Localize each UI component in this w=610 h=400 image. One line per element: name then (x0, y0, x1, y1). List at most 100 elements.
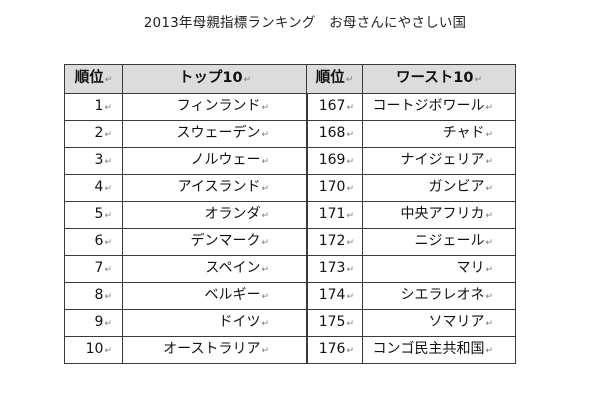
return-mark: ↵ (485, 238, 493, 248)
table-row: 2↵ スウェーデン↵ (64, 120, 308, 148)
return-mark: ↵ (485, 346, 493, 356)
return-mark: ↵ (104, 292, 112, 302)
country-cell-text: ニジェール (414, 233, 485, 249)
return-mark: ↵ (104, 211, 112, 221)
country-cell: ソマリア↵ (362, 309, 516, 337)
return-mark: ↵ (346, 157, 354, 167)
rank-cell: 167↵ (306, 93, 363, 121)
country-cell-text: ガンビア (428, 179, 485, 195)
country-cell-text: ベルギー (204, 287, 261, 303)
rank-cell: 2↵ (64, 120, 123, 148)
country-cell: チャド↵ (362, 120, 516, 148)
rank-cell: 168↵ (306, 120, 363, 148)
country-cell: ナイジェリア↵ (362, 147, 516, 175)
country-cell-text: 中央アフリカ (400, 206, 485, 222)
country-cell: ニジェール↵ (362, 228, 516, 256)
country-cell-text: スウェーデン (176, 125, 261, 141)
return-mark: ↵ (485, 130, 493, 140)
worst10-header: ワースト10↵ (362, 64, 516, 94)
return-mark: ↵ (485, 157, 493, 167)
country-cell-text: デンマーク (190, 233, 261, 249)
country-cell: アイスランド↵ (122, 174, 308, 202)
table-row: 6↵ デンマーク↵ (64, 228, 308, 256)
country-cell-text: ノルウェー (190, 152, 261, 168)
table-row: 5↵ オランダ↵ (64, 201, 308, 229)
return-mark: ↵ (261, 130, 269, 140)
return-mark: ↵ (104, 184, 112, 194)
return-mark: ↵ (346, 346, 354, 356)
country-cell-text: マリ (456, 260, 485, 276)
return-mark: ↵ (485, 184, 493, 194)
return-mark: ↵ (346, 103, 354, 113)
rank-cell-text: 2 (94, 125, 104, 141)
rank-cell-text: 174 (318, 287, 346, 303)
return-mark: ↵ (104, 157, 112, 167)
country-cell-text: ソマリア (428, 314, 485, 330)
rank-cell: 10↵ (64, 336, 123, 364)
return-mark: ↵ (261, 238, 269, 248)
return-mark: ↵ (346, 211, 354, 221)
return-mark: ↵ (261, 103, 269, 113)
table-row: 4↵ アイスランド↵ (64, 174, 308, 202)
country-cell-text: シエラレオネ (400, 287, 485, 303)
return-mark: ↵ (485, 319, 493, 329)
rank-cell-text: 3 (94, 152, 104, 168)
top10-table: 順位↵ トップ10↵ 1↵ フィンランド↵ 2↵ スウェーデン↵ 3↵ ノルウェー↵ 4↵ ア… (64, 64, 308, 364)
country-cell: コンゴ民主共和国↵ (362, 336, 516, 364)
worst10-table: 順位↵ ワースト10↵ 167↵ コートジボワール↵ 168↵ チャド↵ 169↵ ナイジ… (306, 64, 516, 364)
return-mark: ↵ (346, 184, 354, 194)
return-mark: ↵ (485, 103, 493, 113)
table-row: 9↵ ドイツ↵ (64, 309, 308, 337)
country-cell: オーストラリア↵ (122, 336, 308, 364)
rank-cell: 3↵ (64, 147, 123, 175)
country-cell: ガンビア↵ (362, 174, 516, 202)
country-cell: スペイン↵ (122, 255, 308, 283)
return-mark: ↵ (485, 265, 493, 275)
rank-cell: 6↵ (64, 228, 123, 256)
table-row: 170↵ ガンビア↵ (306, 174, 516, 202)
country-cell-text: アイスランド (177, 179, 261, 195)
country-cell: 中央アフリカ↵ (362, 201, 516, 229)
rank-header: 順位↵ (64, 64, 123, 94)
rank-cell: 175↵ (306, 309, 363, 337)
table-row: 8↵ ベルギー↵ (64, 282, 308, 310)
rank-cell: 176↵ (306, 336, 363, 364)
return-mark: ↵ (261, 265, 269, 275)
rank-cell: 5↵ (64, 201, 123, 229)
country-cell-text: ドイツ (218, 314, 261, 330)
country-cell: スウェーデン↵ (122, 120, 308, 148)
return-mark: ↵ (346, 292, 354, 302)
country-cell-text: ナイジェリア (400, 152, 485, 168)
country-cell-text: フィンランド (176, 98, 261, 114)
header-row: 順位↵ トップ10↵ (64, 64, 308, 94)
country-cell-text: コンゴ民主共和国 (372, 341, 485, 357)
rank-cell-text: 5 (94, 206, 104, 222)
return-mark: ↵ (261, 184, 269, 194)
country-cell-text: オランダ (204, 206, 261, 222)
rank-cell: 170↵ (306, 174, 363, 202)
table-row: 1↵ フィンランド↵ (64, 93, 308, 121)
rank-cell-text: 167 (318, 98, 346, 114)
rank-cell-text: 4 (94, 179, 104, 195)
table-row: 171↵ 中央アフリカ↵ (306, 201, 516, 229)
rank-cell-text: 171 (318, 206, 346, 222)
country-cell-text: コートジボワール (372, 98, 485, 114)
rank-cell: 4↵ (64, 174, 123, 202)
country-cell: ドイツ↵ (122, 309, 308, 337)
rank-cell: 9↵ (64, 309, 123, 337)
country-cell-text: オーストラリア (163, 341, 261, 357)
rank-cell-text: 168 (318, 125, 346, 141)
table-row: 176↵ コンゴ民主共和国↵ (306, 336, 516, 364)
rank-cell-text: 6 (94, 233, 104, 249)
rank-cell: 174↵ (306, 282, 363, 310)
country-cell-text: スペイン (205, 260, 261, 276)
return-mark: ↵ (346, 238, 354, 248)
rank-cell: 172↵ (306, 228, 363, 256)
country-cell: デンマーク↵ (122, 228, 308, 256)
rank-cell-text: 8 (94, 287, 104, 303)
return-mark: ↵ (261, 211, 269, 221)
country-cell: ノルウェー↵ (122, 147, 308, 175)
rank-cell-text: 10 (85, 341, 104, 357)
table-row: 7↵ スペイン↵ (64, 255, 308, 283)
return-mark: ↵ (261, 319, 269, 329)
